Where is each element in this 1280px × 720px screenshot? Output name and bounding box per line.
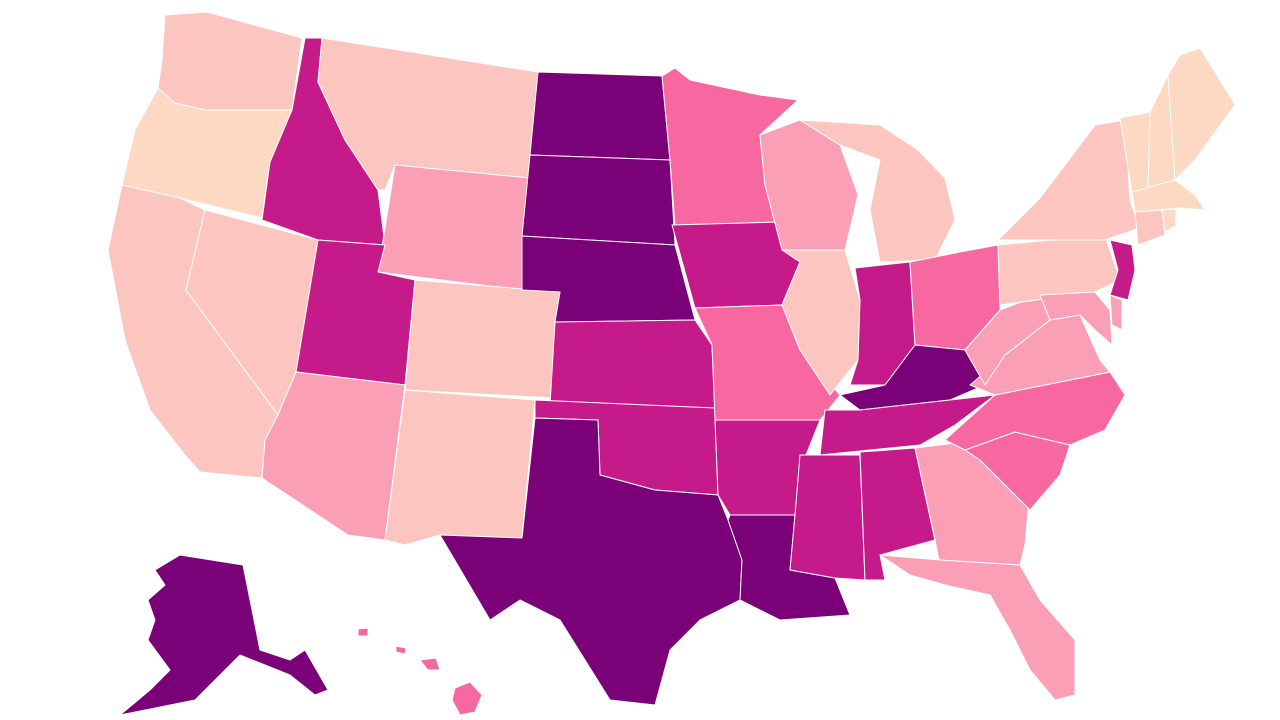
state-ms[interactable] [789, 454, 866, 581]
state-me[interactable] [1167, 47, 1236, 181]
state-nj[interactable] [1109, 239, 1136, 301]
state-ct[interactable] [1134, 209, 1166, 246]
state-tn[interactable] [819, 394, 996, 456]
state-az[interactable] [261, 371, 406, 541]
state-nd[interactable] [529, 71, 671, 161]
state-hi[interactable] [357, 627, 483, 716]
state-tx[interactable] [439, 417, 743, 706]
state-ks[interactable] [549, 319, 716, 409]
state-wa[interactable] [157, 11, 303, 111]
state-md[interactable] [1039, 291, 1113, 346]
state-ri[interactable] [1161, 208, 1177, 233]
state-sd[interactable] [521, 154, 676, 246]
state-wy[interactable] [377, 164, 531, 291]
state-ny[interactable] [997, 119, 1141, 241]
state-nc[interactable] [944, 371, 1126, 451]
state-de[interactable] [1109, 294, 1123, 331]
state-nm[interactable] [384, 389, 536, 546]
state-co[interactable] [404, 279, 561, 399]
state-il[interactable] [781, 249, 861, 396]
state-fl[interactable] [879, 554, 1076, 701]
state-ak[interactable] [119, 554, 329, 716]
